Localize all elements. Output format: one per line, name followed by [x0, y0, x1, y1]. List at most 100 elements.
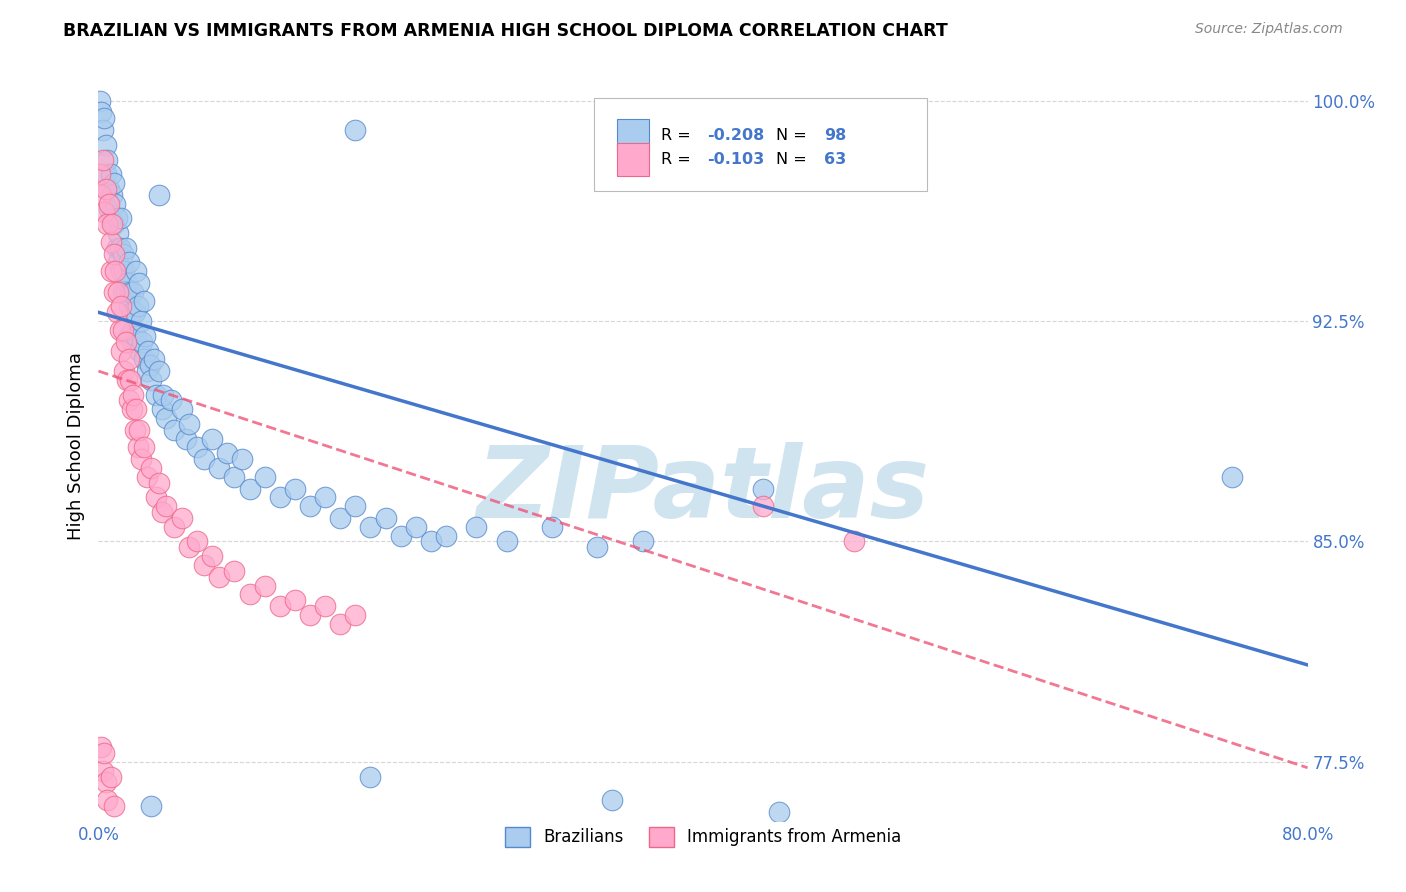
Point	[134, 328, 156, 343]
Point	[90, 105, 112, 120]
Point	[110, 343, 132, 358]
Point	[389, 528, 412, 542]
Point	[360, 520, 382, 534]
Point	[118, 255, 141, 269]
Point	[98, 182, 121, 196]
Point	[111, 323, 134, 337]
Point	[374, 511, 396, 525]
Text: 63: 63	[824, 152, 846, 167]
Point	[125, 328, 148, 343]
Point	[465, 520, 488, 534]
Point	[94, 137, 117, 152]
Point	[314, 491, 336, 505]
Point	[107, 285, 129, 299]
Text: R =: R =	[661, 152, 696, 167]
Point	[127, 441, 149, 455]
Point	[111, 285, 134, 299]
Point	[150, 505, 173, 519]
Point	[586, 541, 609, 555]
Point	[108, 323, 131, 337]
Point	[94, 182, 117, 196]
Point	[434, 528, 457, 542]
Point	[125, 264, 148, 278]
Point	[103, 217, 125, 231]
Point	[145, 387, 167, 401]
Point	[100, 770, 122, 784]
Point	[179, 541, 201, 555]
Point	[360, 770, 382, 784]
Point	[299, 607, 322, 622]
Point	[90, 187, 112, 202]
Point	[89, 167, 111, 181]
Point	[752, 500, 775, 514]
Point	[170, 402, 193, 417]
Point	[136, 343, 159, 358]
Point	[132, 441, 155, 455]
Point	[91, 153, 114, 167]
Point	[94, 167, 117, 181]
Point	[91, 764, 114, 778]
Point	[96, 793, 118, 807]
Point	[89, 94, 111, 108]
Point	[135, 364, 157, 378]
Point	[163, 423, 186, 437]
Point	[128, 343, 150, 358]
Point	[90, 740, 112, 755]
Point	[121, 402, 143, 417]
Point	[299, 500, 322, 514]
Point	[284, 482, 307, 496]
Point	[186, 441, 208, 455]
Point	[96, 153, 118, 167]
Point	[155, 411, 177, 425]
Text: R =: R =	[661, 128, 696, 143]
Point	[107, 255, 129, 269]
Point	[132, 352, 155, 367]
Point	[201, 549, 224, 564]
Point	[269, 491, 291, 505]
Point	[160, 393, 183, 408]
Point	[329, 511, 352, 525]
Point	[155, 500, 177, 514]
Point	[120, 373, 142, 387]
Point	[127, 300, 149, 314]
Point	[110, 264, 132, 278]
Point	[114, 285, 136, 299]
Point	[118, 393, 141, 408]
Point	[150, 402, 173, 417]
Text: BRAZILIAN VS IMMIGRANTS FROM ARMENIA HIGH SCHOOL DIPLOMA CORRELATION CHART: BRAZILIAN VS IMMIGRANTS FROM ARMENIA HIG…	[63, 22, 948, 40]
Point	[253, 470, 276, 484]
Point	[101, 217, 124, 231]
Point	[128, 276, 150, 290]
Point	[344, 500, 367, 514]
Point	[186, 534, 208, 549]
Point	[103, 176, 125, 190]
Point	[122, 387, 145, 401]
FancyBboxPatch shape	[617, 119, 648, 152]
Point	[163, 520, 186, 534]
Point	[141, 461, 163, 475]
Point	[110, 211, 132, 226]
Point	[91, 123, 114, 137]
Point	[103, 285, 125, 299]
Point	[93, 746, 115, 760]
Point	[118, 300, 141, 314]
Point	[122, 323, 145, 337]
Point	[844, 534, 866, 549]
Point	[121, 305, 143, 319]
Point	[193, 452, 215, 467]
Legend: Brazilians, Immigrants from Armenia: Brazilians, Immigrants from Armenia	[498, 820, 908, 854]
Point	[139, 358, 162, 372]
FancyBboxPatch shape	[595, 97, 927, 191]
Point	[112, 264, 135, 278]
Point	[120, 285, 142, 299]
Point	[170, 511, 193, 525]
Point	[208, 461, 231, 475]
Point	[110, 300, 132, 314]
Point	[104, 196, 127, 211]
Point	[124, 305, 146, 319]
Point	[148, 364, 170, 378]
Point	[135, 470, 157, 484]
Point	[129, 452, 152, 467]
Point	[495, 534, 517, 549]
Point	[105, 241, 128, 255]
